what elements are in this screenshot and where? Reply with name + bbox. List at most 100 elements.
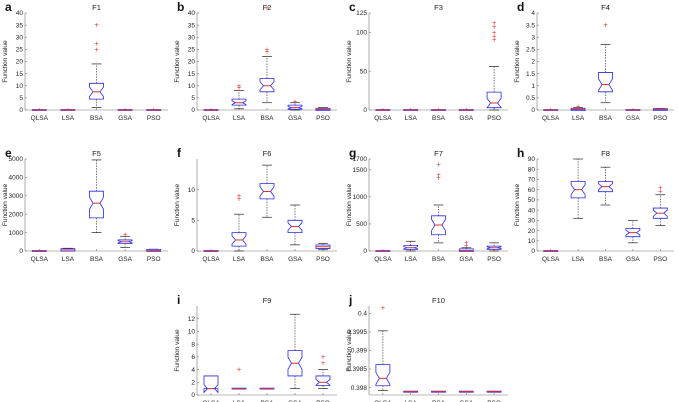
box-bsa: +++ bbox=[431, 161, 446, 244]
y-tick-label: 90 bbox=[528, 156, 536, 163]
box-lsa: + bbox=[570, 103, 586, 111]
panel-f: f F6 0 5 10 Function value QLSA LSA BSA GSA PSO ++ bbox=[174, 146, 337, 263]
outlier-point: + bbox=[94, 22, 99, 29]
x-category-label: PSO bbox=[487, 115, 501, 122]
x-category-label: BSA bbox=[260, 115, 274, 122]
box-body bbox=[315, 375, 331, 386]
x-category-label: BSA bbox=[432, 400, 446, 402]
panel-title: F5 bbox=[92, 149, 101, 158]
x-category-label: QLSA bbox=[31, 115, 49, 122]
x-category-label: LSA bbox=[233, 115, 246, 122]
x-category-label: GSA bbox=[288, 256, 302, 263]
x-category-label: GSA bbox=[626, 115, 640, 122]
y-tick-label: 100 bbox=[356, 30, 367, 37]
y-axis-label: Function value bbox=[174, 183, 181, 226]
x-category-label: PSO bbox=[147, 256, 161, 263]
y-tick-label: 12 bbox=[188, 316, 196, 323]
x-category-label: QLSA bbox=[31, 256, 49, 263]
box-bsa bbox=[431, 390, 446, 393]
box-gsa bbox=[117, 109, 133, 111]
y-tick-label: 1500 bbox=[353, 167, 368, 174]
panel-letter: a bbox=[5, 0, 12, 14]
outlier-point: + bbox=[436, 175, 441, 182]
y-tick-label: 5000 bbox=[9, 156, 24, 163]
y-tick-label: 8 bbox=[191, 341, 195, 348]
x-category-label: QLSA bbox=[542, 256, 560, 263]
panel-i: i F9 0 2 4 6 8 10 12 Function value QLSA LSA BSA GSA P… bbox=[174, 293, 337, 402]
outlier-point: + bbox=[492, 33, 497, 40]
y-tick-label: 3.5 bbox=[526, 22, 535, 29]
panel-c: c F3 0 50 100 125 Function value QLSA LSA BSA GSA P… bbox=[346, 0, 508, 122]
outlier-point: + bbox=[94, 46, 99, 53]
y-tick-label: 0 bbox=[19, 107, 23, 114]
box-gsa bbox=[625, 219, 641, 244]
outlier-point: + bbox=[658, 185, 663, 192]
y-tick-label: 20 bbox=[528, 228, 536, 235]
y-axis-label: Function value bbox=[2, 40, 9, 83]
x-category-label: PSO bbox=[147, 115, 161, 122]
x-category-label: BSA bbox=[90, 256, 104, 263]
y-tick-label: 4000 bbox=[9, 175, 24, 182]
outlier-point: + bbox=[236, 196, 241, 203]
panel-title: F9 bbox=[263, 296, 272, 305]
y-tick-label: 1000 bbox=[9, 230, 24, 237]
y-tick-label: 500 bbox=[356, 221, 367, 228]
y-tick-label: 0 bbox=[191, 107, 195, 114]
box-lsa: ++ bbox=[231, 193, 247, 252]
box-gsa bbox=[287, 204, 303, 246]
x-category-label: BSA bbox=[599, 115, 613, 122]
box-lsa bbox=[60, 109, 76, 111]
y-tick-label: 2 bbox=[531, 59, 535, 66]
outlier-point: + bbox=[236, 193, 241, 200]
y-axis-label: Function value bbox=[174, 40, 181, 83]
x-category-label: PSO bbox=[316, 256, 330, 263]
box-bsa bbox=[431, 109, 446, 111]
x-category-label: LSA bbox=[572, 115, 585, 122]
x-category-label: QLSA bbox=[374, 400, 392, 402]
box-body bbox=[598, 72, 613, 93]
box-pso bbox=[146, 109, 162, 111]
box-gsa bbox=[625, 109, 641, 111]
box-qlsa bbox=[31, 250, 47, 252]
panel-letter: i bbox=[177, 293, 180, 307]
x-category-label: LSA bbox=[62, 115, 75, 122]
y-tick-label: 10 bbox=[16, 83, 24, 90]
y-tick-label: 3000 bbox=[9, 193, 24, 200]
y-axis-label: Function value bbox=[174, 329, 181, 372]
outlier-point: + bbox=[492, 37, 497, 44]
y-tick-label: 10 bbox=[528, 238, 536, 245]
y-tick-label: 4 bbox=[191, 367, 195, 374]
y-tick-label: 6 bbox=[191, 354, 195, 361]
box-body bbox=[89, 82, 104, 100]
y-axis-label: Function value bbox=[514, 40, 521, 83]
box-qlsa bbox=[31, 109, 47, 111]
box-bsa: +++ bbox=[89, 22, 104, 108]
x-category-label: QLSA bbox=[202, 256, 220, 263]
x-category-label: BSA bbox=[432, 115, 446, 122]
outlier-point: + bbox=[464, 243, 469, 250]
box-lsa bbox=[403, 109, 419, 111]
x-category-label: GSA bbox=[288, 400, 302, 402]
y-tick-label: 2.5 bbox=[526, 47, 535, 54]
outlier-point: + bbox=[658, 189, 663, 196]
box-qlsa bbox=[543, 109, 559, 111]
outlier-point: + bbox=[603, 22, 608, 29]
box-bsa: +++ bbox=[259, 5, 275, 104]
y-tick-label: 30 bbox=[188, 34, 196, 41]
y-tick-label: 40 bbox=[528, 207, 536, 214]
panel-title: F7 bbox=[434, 149, 443, 158]
outlier-point: + bbox=[380, 305, 385, 312]
y-tick-label: 0 bbox=[531, 107, 535, 114]
y-tick-label: 60 bbox=[528, 187, 536, 194]
outlier-point: + bbox=[492, 20, 497, 27]
y-tick-label: 0.5 bbox=[526, 95, 535, 102]
y-tick-label: 10 bbox=[188, 329, 196, 336]
y-tick-label: 0 bbox=[363, 248, 367, 255]
y-axis-label: Function value bbox=[514, 183, 521, 226]
box-lsa: ++ bbox=[231, 83, 247, 110]
box-body bbox=[231, 232, 247, 247]
x-category-label: LSA bbox=[405, 400, 418, 402]
box-pso: ++ bbox=[652, 185, 668, 226]
x-category-label: BSA bbox=[260, 256, 274, 263]
y-tick-label: 1000 bbox=[353, 194, 368, 201]
